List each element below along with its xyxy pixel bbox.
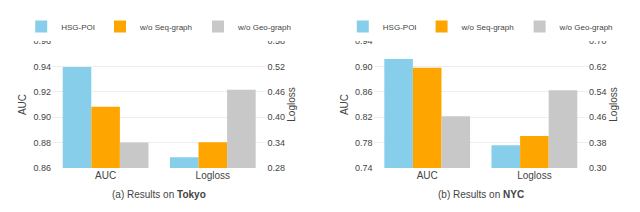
svg-text:(b) Results on NYC: (b) Results on NYC: [438, 189, 524, 200]
svg-text:HSG-POI: HSG-POI: [383, 23, 417, 32]
svg-text:(a) Results on Tokyo: (a) Results on Tokyo: [112, 189, 206, 200]
svg-text:Logloss: Logloss: [196, 170, 230, 181]
svg-text:0.54: 0.54: [589, 87, 607, 97]
svg-text:0.96: 0.96: [33, 36, 51, 47]
svg-text:0.90: 0.90: [33, 112, 51, 122]
svg-text:0.70: 0.70: [589, 36, 607, 47]
svg-text:0.30: 0.30: [589, 163, 607, 173]
svg-text:0.92: 0.92: [33, 87, 51, 97]
svg-text:AUC: AUC: [17, 94, 28, 115]
svg-text:w/o Seq-graph: w/o Seq-graph: [139, 23, 192, 32]
svg-text:0.78: 0.78: [355, 138, 373, 148]
svg-text:0.58: 0.58: [267, 36, 285, 47]
svg-text:Logloss: Logloss: [286, 87, 297, 121]
svg-text:0.90: 0.90: [355, 62, 373, 72]
svg-text:w/o Geo-graph: w/o Geo-graph: [559, 23, 613, 32]
svg-text:0.82: 0.82: [355, 112, 373, 122]
svg-text:0.94: 0.94: [33, 62, 51, 72]
svg-text:w/o Geo-graph: w/o Geo-graph: [237, 23, 291, 32]
svg-text:AUC: AUC: [417, 170, 438, 181]
svg-text:0.86: 0.86: [355, 87, 373, 97]
svg-text:0.62: 0.62: [589, 62, 607, 72]
svg-text:0.38: 0.38: [589, 138, 607, 148]
svg-text:0.94: 0.94: [355, 36, 373, 47]
svg-text:AUC: AUC: [95, 170, 116, 181]
svg-text:0.28: 0.28: [267, 163, 285, 173]
svg-text:AUC: AUC: [339, 94, 350, 115]
svg-text:0.86: 0.86: [33, 163, 51, 173]
svg-text:HSG-POI: HSG-POI: [61, 23, 95, 32]
svg-text:0.40: 0.40: [267, 112, 285, 122]
svg-text:Logloss: Logloss: [517, 170, 551, 181]
svg-text:w/o Seq-graph: w/o Seq-graph: [461, 23, 514, 32]
svg-text:0.46: 0.46: [267, 87, 285, 97]
svg-text:0.74: 0.74: [355, 163, 373, 173]
svg-text:0.34: 0.34: [267, 138, 285, 148]
svg-text:0.46: 0.46: [589, 112, 607, 122]
svg-text:0.52: 0.52: [267, 62, 285, 72]
svg-text:Logloss: Logloss: [608, 87, 619, 121]
svg-text:0.88: 0.88: [33, 138, 51, 148]
